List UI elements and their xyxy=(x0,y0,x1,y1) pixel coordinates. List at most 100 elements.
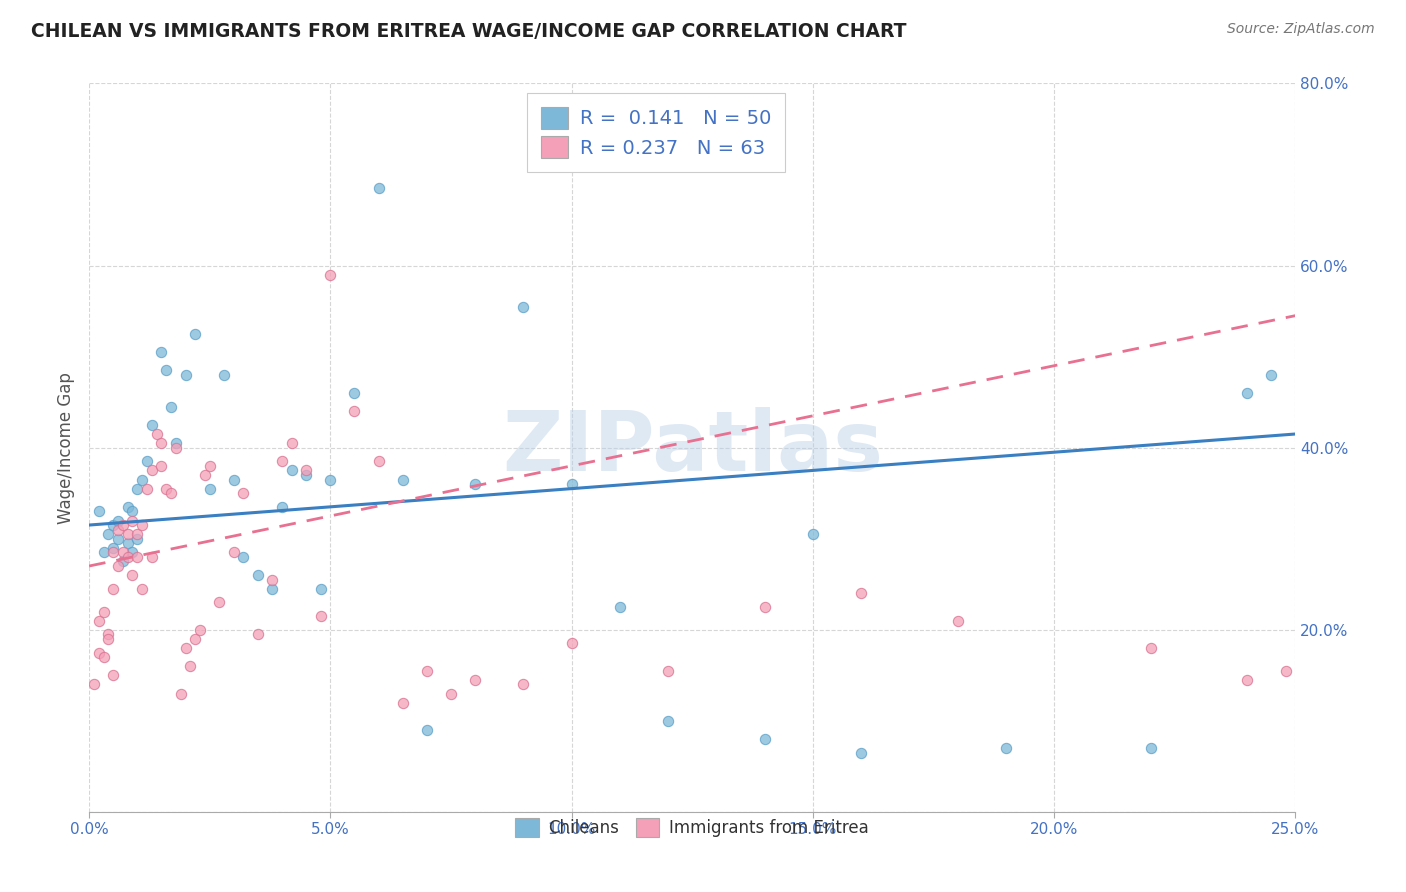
Point xyxy=(222,473,245,487)
Point xyxy=(512,300,534,314)
Point xyxy=(280,436,302,450)
Point xyxy=(208,595,231,609)
Point xyxy=(170,686,193,700)
Point xyxy=(121,545,143,559)
Point xyxy=(188,623,211,637)
Point xyxy=(111,554,134,568)
Text: CHILEAN VS IMMIGRANTS FROM ERITREA WAGE/INCOME GAP CORRELATION CHART: CHILEAN VS IMMIGRANTS FROM ERITREA WAGE/… xyxy=(31,22,907,41)
Point xyxy=(246,627,269,641)
Point xyxy=(165,441,187,455)
Point xyxy=(512,677,534,691)
Point xyxy=(1236,673,1258,687)
Point xyxy=(754,599,776,614)
Point xyxy=(367,454,389,468)
Point xyxy=(184,326,207,341)
Point xyxy=(141,463,163,477)
Point xyxy=(93,650,115,665)
Point xyxy=(319,268,342,282)
Point xyxy=(343,386,366,401)
Point xyxy=(416,723,439,737)
Point xyxy=(127,549,149,564)
Point xyxy=(295,467,318,482)
Point xyxy=(367,181,389,195)
Point xyxy=(198,458,221,473)
Point xyxy=(464,673,486,687)
Point xyxy=(131,518,153,533)
Point xyxy=(174,640,197,655)
Point xyxy=(994,741,1017,756)
Point xyxy=(319,473,342,487)
Point xyxy=(127,527,149,541)
Point xyxy=(262,582,284,596)
Point xyxy=(83,677,105,691)
Point xyxy=(103,582,125,596)
Text: Source: ZipAtlas.com: Source: ZipAtlas.com xyxy=(1227,22,1375,37)
Point xyxy=(127,532,149,546)
Point xyxy=(141,417,163,432)
Point xyxy=(131,473,153,487)
Point xyxy=(97,527,120,541)
Point xyxy=(93,545,115,559)
Point xyxy=(174,368,197,382)
Point xyxy=(87,646,110,660)
Point xyxy=(271,454,294,468)
Point xyxy=(107,514,129,528)
Point xyxy=(107,523,129,537)
Point xyxy=(309,582,332,596)
Point xyxy=(232,549,254,564)
Point xyxy=(150,436,173,450)
Point xyxy=(131,582,153,596)
Y-axis label: Wage/Income Gap: Wage/Income Gap xyxy=(58,372,75,524)
Point xyxy=(212,368,235,382)
Point xyxy=(117,536,139,550)
Text: ZIPatlas: ZIPatlas xyxy=(502,407,883,488)
Point xyxy=(136,482,159,496)
Point xyxy=(246,568,269,582)
Point xyxy=(103,518,125,533)
Point xyxy=(391,473,413,487)
Point xyxy=(107,532,129,546)
Point xyxy=(136,454,159,468)
Point xyxy=(127,482,149,496)
Point xyxy=(117,549,139,564)
Point xyxy=(561,477,583,491)
Point xyxy=(103,668,125,682)
Point xyxy=(754,732,776,747)
Point xyxy=(309,609,332,624)
Point xyxy=(416,664,439,678)
Point xyxy=(1139,640,1161,655)
Point xyxy=(87,504,110,518)
Point xyxy=(1275,664,1298,678)
Point xyxy=(657,664,679,678)
Point xyxy=(295,463,318,477)
Point xyxy=(280,463,302,477)
Point xyxy=(121,568,143,582)
Point xyxy=(1139,741,1161,756)
Point xyxy=(117,527,139,541)
Point xyxy=(150,458,173,473)
Point xyxy=(160,486,183,500)
Point xyxy=(801,527,824,541)
Point xyxy=(103,541,125,555)
Point xyxy=(343,404,366,418)
Legend: Chileans, Immigrants from Eritrea: Chileans, Immigrants from Eritrea xyxy=(509,811,876,844)
Point xyxy=(141,549,163,564)
Point xyxy=(103,545,125,559)
Point xyxy=(222,545,245,559)
Point xyxy=(117,500,139,514)
Point xyxy=(97,632,120,646)
Point xyxy=(111,545,134,559)
Point xyxy=(165,436,187,450)
Point xyxy=(561,636,583,650)
Point xyxy=(198,482,221,496)
Point xyxy=(93,605,115,619)
Point xyxy=(271,500,294,514)
Point xyxy=(657,714,679,728)
Point xyxy=(946,614,969,628)
Point xyxy=(107,559,129,574)
Point xyxy=(97,627,120,641)
Point xyxy=(184,632,207,646)
Point xyxy=(1260,368,1282,382)
Point xyxy=(1236,386,1258,401)
Point xyxy=(155,482,177,496)
